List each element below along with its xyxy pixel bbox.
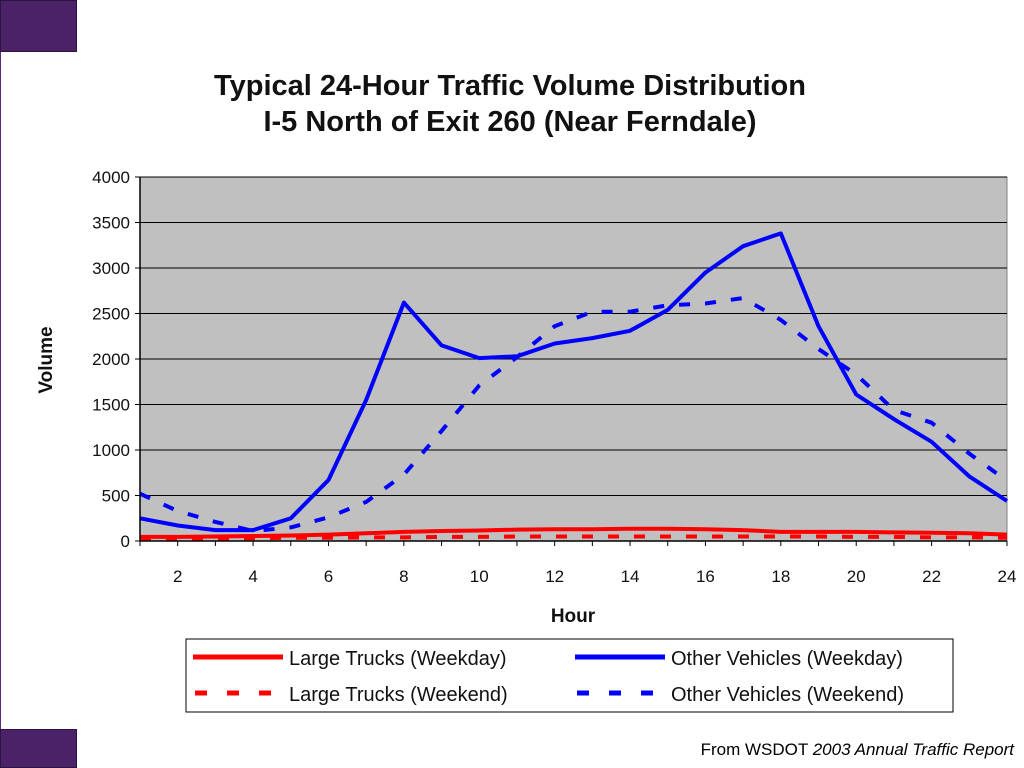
legend-label: Large Trucks (Weekday) xyxy=(289,648,507,670)
source-note: From WSDOT 2003 Annual Traffic Report xyxy=(701,740,1014,760)
x-tick-label: 14 xyxy=(621,567,640,586)
slide-left-border xyxy=(0,0,1,768)
x-tick-label: 16 xyxy=(696,567,715,586)
x-tick-label: 2 xyxy=(173,567,182,586)
x-tick-label: 6 xyxy=(324,567,333,586)
x-tick-label: 18 xyxy=(771,567,790,586)
y-tick-label: 500 xyxy=(102,487,130,506)
legend: Large Trucks (Weekday) Other Vehicles (We… xyxy=(185,638,954,713)
x-tick-label: 8 xyxy=(399,567,408,586)
source-prefix: From WSDOT xyxy=(700,740,808,759)
x-tick-label: 4 xyxy=(248,567,257,586)
y-tick-label: 4000 xyxy=(92,168,130,187)
series-line-other-vehicles-weekday xyxy=(139,231,1009,533)
legend-box xyxy=(185,638,954,713)
series-line-large-trucks-weekday xyxy=(140,526,1008,539)
y-tick-label: 3500 xyxy=(92,214,130,233)
x-axis-label: Hour xyxy=(551,606,596,627)
axes xyxy=(135,176,1008,546)
x-tick-label: 20 xyxy=(847,567,866,586)
gridlines xyxy=(140,176,1007,496)
y-tick-label: 0 xyxy=(121,532,130,551)
x-tick-label: 12 xyxy=(545,567,564,586)
y-tick-label: 3000 xyxy=(92,259,130,278)
y-tick-label: 2500 xyxy=(92,305,130,324)
legend-label: Large Trucks (Weekend) xyxy=(289,684,508,706)
y-tick-label: 2000 xyxy=(92,350,130,369)
x-tick-label: 24 xyxy=(998,567,1017,586)
chart-title-line-1: Typical 24-Hour Traffic Volume Distribut… xyxy=(214,70,806,102)
x-tick-label: 10 xyxy=(470,567,489,586)
y-axis-label: Volume xyxy=(36,326,57,393)
series-lines xyxy=(139,231,1009,541)
source-report-title: 2003 Annual Traffic Report xyxy=(812,740,1014,759)
series-line-other-vehicles-weekend xyxy=(139,296,1009,533)
decorative-corner-square-top xyxy=(0,0,77,52)
chart-title: Typical 24-Hour Traffic Volume Distribut… xyxy=(100,68,920,140)
legend-label: Other Vehicles (Weekday) xyxy=(671,648,903,670)
y-tick-label: 1500 xyxy=(92,396,130,415)
y-tick-label: 1000 xyxy=(92,441,130,460)
legend-label: Other Vehicles (Weekend) xyxy=(671,684,904,706)
x-tick-label: 22 xyxy=(922,567,941,586)
chart-title-line-2: I-5 North of Exit 260 (Near Ferndale) xyxy=(263,106,757,138)
